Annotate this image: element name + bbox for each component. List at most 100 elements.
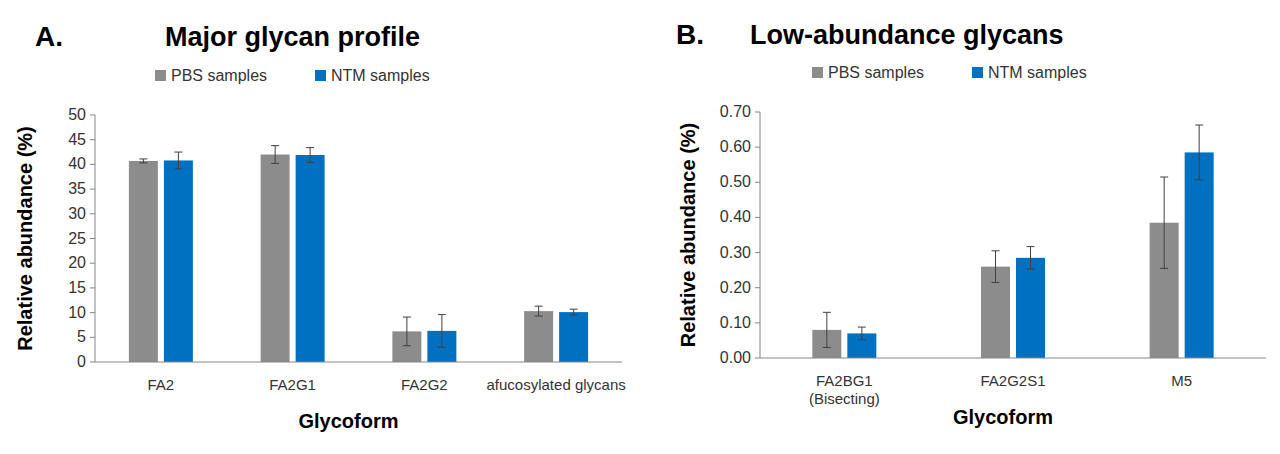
- x-tick-label-line: FA2: [148, 376, 175, 393]
- bar: [261, 155, 290, 362]
- legend-swatch: [315, 70, 326, 81]
- x-tick-label-line: FA2BG1: [816, 372, 873, 389]
- x-tick-label: M5: [1171, 372, 1192, 389]
- bar: [1016, 258, 1045, 358]
- y-tick: [90, 312, 95, 313]
- y-tick: [755, 217, 760, 218]
- bar: [164, 160, 193, 362]
- y-tick: [90, 139, 95, 140]
- chart-title: Low-abundance glycans: [750, 20, 1064, 50]
- legend-swatch: [812, 67, 823, 78]
- y-tick: [755, 287, 760, 288]
- legend-label: NTM samples: [988, 64, 1087, 81]
- error-bar: [823, 312, 831, 347]
- y-tick: [90, 164, 95, 165]
- y-tick-label: 15: [68, 279, 86, 296]
- y-tick: [90, 287, 95, 288]
- y-tick: [755, 358, 760, 359]
- x-axis-label: Glycoform: [953, 406, 1053, 428]
- y-axis-line: [95, 115, 96, 362]
- y-tick-label: 0.60: [720, 138, 751, 155]
- error-bar: [535, 306, 543, 316]
- y-tick-label: 0.70: [720, 103, 751, 120]
- error-bar: [992, 251, 1000, 283]
- error-bar: [1160, 177, 1168, 268]
- legend-label: PBS samples: [828, 64, 924, 81]
- y-tick-label: 50: [68, 106, 86, 123]
- y-tick-label: 45: [68, 131, 86, 148]
- x-tick-label-line: FA2G1: [269, 376, 316, 393]
- x-tick-label: FA2BG1(Bisecting): [809, 372, 880, 407]
- error-bar: [271, 146, 279, 164]
- x-tick-label: afucosylated glycans: [487, 376, 626, 393]
- y-tick: [90, 263, 95, 264]
- x-tick-label: FA2G2S1: [980, 372, 1045, 389]
- plot-area: [129, 146, 588, 362]
- bar: [559, 312, 588, 362]
- y-tick-label: 0.50: [720, 173, 751, 190]
- bar: [129, 161, 158, 362]
- y-tick-label: 0.10: [720, 314, 751, 331]
- y-axis-line: [760, 112, 761, 358]
- error-bar: [858, 327, 866, 340]
- chart-panel: B. Low-abundance glycans PBS samples NTM sa…: [676, 19, 1266, 428]
- legend-swatch: [972, 67, 983, 78]
- x-tick-label-line: FA2G2S1: [980, 372, 1045, 389]
- y-tick-label: 0.30: [720, 244, 751, 261]
- plot-area: [812, 125, 1213, 358]
- x-axis-label: Glycoform: [298, 410, 398, 432]
- y-tick: [755, 112, 760, 113]
- y-tick: [755, 322, 760, 323]
- y-tick: [755, 252, 760, 253]
- y-tick: [90, 213, 95, 214]
- y-axis-label: Relative abundance (%): [677, 123, 699, 348]
- legend-label: PBS samples: [171, 67, 267, 84]
- error-bar: [139, 159, 147, 163]
- y-tick-label: 10: [68, 304, 86, 321]
- y-tick-label: 20: [68, 254, 86, 271]
- y-axis-label: Relative abundance (%): [14, 126, 36, 351]
- x-axis-line: [95, 362, 622, 363]
- y-tick-label: 25: [68, 230, 86, 247]
- x-tick-label-line: M5: [1171, 372, 1192, 389]
- y-tick-label: 30: [68, 205, 86, 222]
- y-tick: [90, 238, 95, 239]
- y-tick: [90, 189, 95, 190]
- error-bar: [1027, 247, 1035, 269]
- figure: A. Major glycan profile PBS samples NTM sam…: [0, 0, 1280, 454]
- y-tick-label: 0: [77, 353, 86, 370]
- y-tick-label: 0.40: [720, 208, 751, 225]
- bar: [1185, 152, 1214, 358]
- x-tick-label: FA2G2: [401, 376, 448, 393]
- x-tick-label-line: FA2G2: [401, 376, 448, 393]
- y-tick: [90, 337, 95, 338]
- y-tick-label: 0.00: [720, 349, 751, 366]
- bar: [296, 155, 325, 362]
- x-tick-label-line: afucosylated glycans: [487, 376, 626, 393]
- error-bar: [438, 315, 446, 348]
- error-bar: [306, 148, 314, 163]
- error-bar: [1195, 125, 1203, 180]
- error-bar: [174, 152, 182, 169]
- legend-label: NTM samples: [331, 67, 430, 84]
- x-tick-label-line: (Bisecting): [809, 390, 880, 407]
- y-tick-label: 0.20: [720, 279, 751, 296]
- y-tick: [90, 115, 95, 116]
- x-tick-label: FA2G1: [269, 376, 316, 393]
- chart-title: Major glycan profile: [165, 22, 420, 52]
- y-tick: [90, 362, 95, 363]
- error-bar: [570, 309, 578, 315]
- panel-label: A.: [35, 21, 63, 52]
- y-tick-label: 35: [68, 180, 86, 197]
- x-tick-label: FA2: [148, 376, 175, 393]
- chart-panel: A. Major glycan profile PBS samples NTM sam…: [14, 21, 626, 432]
- panel-label: B.: [676, 19, 704, 50]
- legend-swatch: [155, 70, 166, 81]
- error-bar: [403, 317, 411, 346]
- x-axis-line: [760, 358, 1266, 359]
- y-tick: [755, 147, 760, 148]
- y-tick: [755, 182, 760, 183]
- bar: [524, 311, 553, 362]
- y-tick-label: 40: [68, 155, 86, 172]
- y-tick-label: 5: [77, 328, 86, 345]
